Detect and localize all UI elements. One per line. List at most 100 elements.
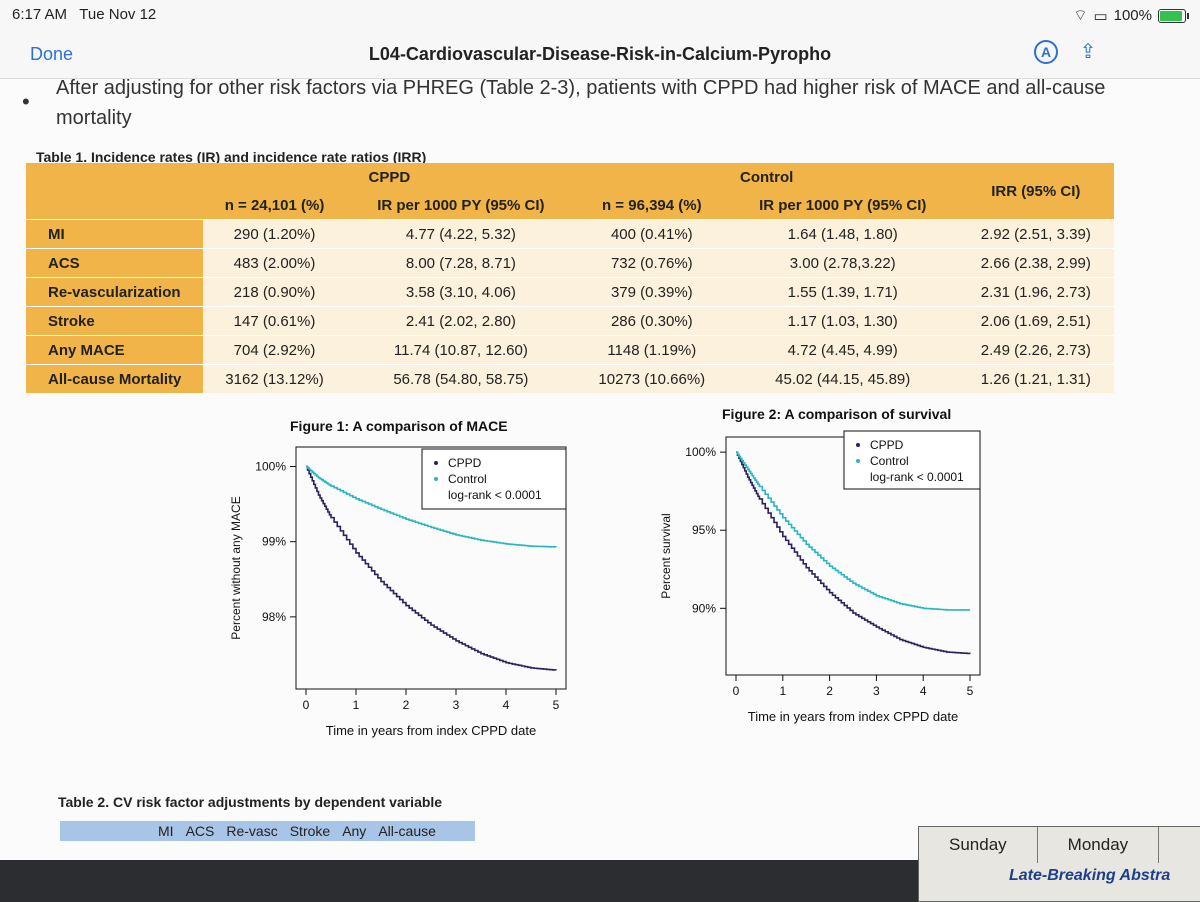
table-cell: 45.02 (44.15, 45.89) [727,364,958,393]
card-subtitle: Late-Breaking Abstra [1009,867,1171,884]
time-text: 6:17 AM [12,6,68,23]
x-tick-label: 5 [967,684,974,698]
table-cell: 8.00 (7.28, 8.71) [346,248,576,278]
pdf-page[interactable]: • After adjusting for other risk factors… [0,77,1200,860]
bullet-text: After adjusting for other risk factors v… [56,77,1106,129]
bullet-marker: • [22,89,30,114]
row-label: All-cause Mortality [26,364,203,393]
plot-frame [295,446,567,690]
col-n-control: n = 96,394 (%) [575,191,728,220]
incidence-table: CPPD Control IRR (95% CI) n = 24,101 (%)… [26,163,1114,393]
legend-box [421,448,567,510]
screen-icon: ▭ [1093,7,1108,25]
table-cell: 2.31 (1.96, 2.73) [957,277,1114,307]
table-cell: 1.26 (1.21, 1.31) [957,364,1114,393]
y-tick-label: 98% [262,610,286,624]
table-row: MI 290 (1.20%) 4.77 (4.22, 5.32) 400 (0.41%… [26,219,1114,249]
table-row: Any MACE 704 (2.92%) 11.74 (10.87, 12.60) 1… [26,335,1114,365]
x-tick-label: 1 [779,684,786,698]
row-label: Stroke [26,306,203,336]
legend-marker [856,459,860,463]
table2-caption: Table 2. CV risk factor adjustments by d… [58,794,443,810]
table-cell: 147 (0.61%) [203,306,347,336]
status-time: 6:17 AM Tue Nov 12 [12,6,156,23]
battery-icon [1158,8,1189,23]
table-cell: 218 (0.90%) [203,277,347,307]
chart-title: Figure 2: A comparison of survival [722,406,951,422]
group-header-cppd: CPPD [203,163,576,191]
table-cell: 3.00 (2.78,3.22) [727,248,958,278]
figure1-chart: Figure 1: A comparison of MACE 100% 99% 98%… [229,418,567,738]
table2-corner [60,821,152,841]
date-text: Tue Nov 12 [79,6,157,23]
table-row: Re-vascularization 218 (0.90%) 3.58 (3.10,… [26,277,1114,307]
table-cell: 286 (0.30%) [575,306,728,336]
table-cell: 10273 (10.66%) [575,364,728,393]
x-tick-label: 4 [503,698,510,712]
table-cell: 1.17 (1.03, 1.30) [727,306,958,336]
done-button[interactable]: Done [30,44,74,64]
markup-icon[interactable]: A [1034,40,1058,64]
group-header-control: Control [575,163,958,191]
table-cell: 732 (0.76%) [575,248,728,278]
table-cell: 2.41 (2.02, 2.80) [346,306,576,336]
col-n-cppd: n = 24,101 (%) [203,191,347,220]
status-right: ⌔ ▭ 100% [1073,6,1189,25]
series-line-control [736,451,970,611]
series-line-control [306,465,557,548]
x-tick-label: 3 [873,684,880,698]
table2-col: All-cause [378,823,436,839]
x-tick-label: 1 [353,698,360,712]
x-tick-label: 2 [826,684,833,698]
x-tick-label: 5 [553,698,560,712]
table-cell: 2.66 (2.38, 2.99) [957,248,1114,278]
table2-col: Stroke [289,823,331,839]
x-axis-label: Time in years from index CPPD date [326,723,536,738]
document-title: L04-Cardiovascular-Disease-Risk-in-Calci… [368,44,832,64]
y-tick-label: 100% [685,445,716,459]
wifi-icon: ⌔ [1073,7,1088,24]
x-axis-label: Time in years from index CPPD date [748,709,958,724]
table-cell: 4.72 (4.45, 4.99) [727,335,958,365]
table-cell: 3.58 (3.10, 4.06) [346,277,576,307]
legend-entry: CPPD [870,438,904,452]
table-cell: 483 (2.00%) [203,248,347,278]
background-schedule-card: Sunday Monday Late-Breaking Abstra [918,826,1200,902]
table-cell: 1.55 (1.39, 1.71) [727,277,958,307]
x-tick-label: 0 [733,684,740,698]
table-cell: 2.92 (2.51, 3.39) [957,219,1114,249]
table2-col: ACS [185,823,215,839]
row-label: MI [26,219,203,249]
status-bar: 6:17 AM Tue Nov 12 ⌔ ▭ 100% [0,0,1200,30]
battery-percent: 100% [1113,7,1152,24]
legend-entry: Control [448,472,487,486]
table-row: ACS 483 (2.00%) 8.00 (7.28, 8.71) 732 (0.76… [26,248,1114,278]
series-line-cppd [736,451,971,655]
ipad-screen: 6:17 AM Tue Nov 12 ⌔ ▭ 100% Done L04-Car… [0,0,1200,860]
table-cell: 400 (0.41%) [575,219,728,249]
y-tick-label: 100% [255,460,286,474]
table-row: Stroke 147 (0.61%) 2.41 (2.02, 2.80) 286 (0… [26,306,1114,336]
y-axis-label: Percent survival [659,513,673,598]
legend-marker [856,443,860,447]
x-tick-label: 2 [403,698,410,712]
y-tick-label: 90% [692,601,716,615]
x-tick-label: 0 [303,698,310,712]
x-tick-label: 4 [920,684,927,698]
legend-box [843,430,981,490]
figure2-chart: Figure 2: A comparison of survival 100% 95… [659,406,981,724]
day-monday: Monday [1038,827,1160,863]
table-cell: 11.74 (10.87, 12.60) [346,335,576,365]
table-corner [26,163,203,220]
table-cell: 1148 (1.19%) [575,335,728,365]
figure1-container: Figure 1: A comparison of MACE 100% 99% 98%… [216,409,596,774]
share-icon[interactable]: ⇪ [1079,41,1097,63]
y-axis-label: Percent without any MACE [229,496,243,639]
table2-col: Re-vasc [226,823,278,839]
row-label: ACS [26,248,203,278]
table-cell: 2.06 (1.69, 2.51) [957,306,1114,336]
col-ir-control: IR per 1000 PY (95% CI) [727,191,958,220]
table2-header: MI ACS Re-vasc Stroke Any All-cause [60,821,475,841]
table-row: All-cause Mortality 3162 (13.12%) 56.78 (5… [26,364,1114,393]
document-toolbar: Done L04-Cardiovascular-Disease-Risk-in-… [0,30,1200,79]
